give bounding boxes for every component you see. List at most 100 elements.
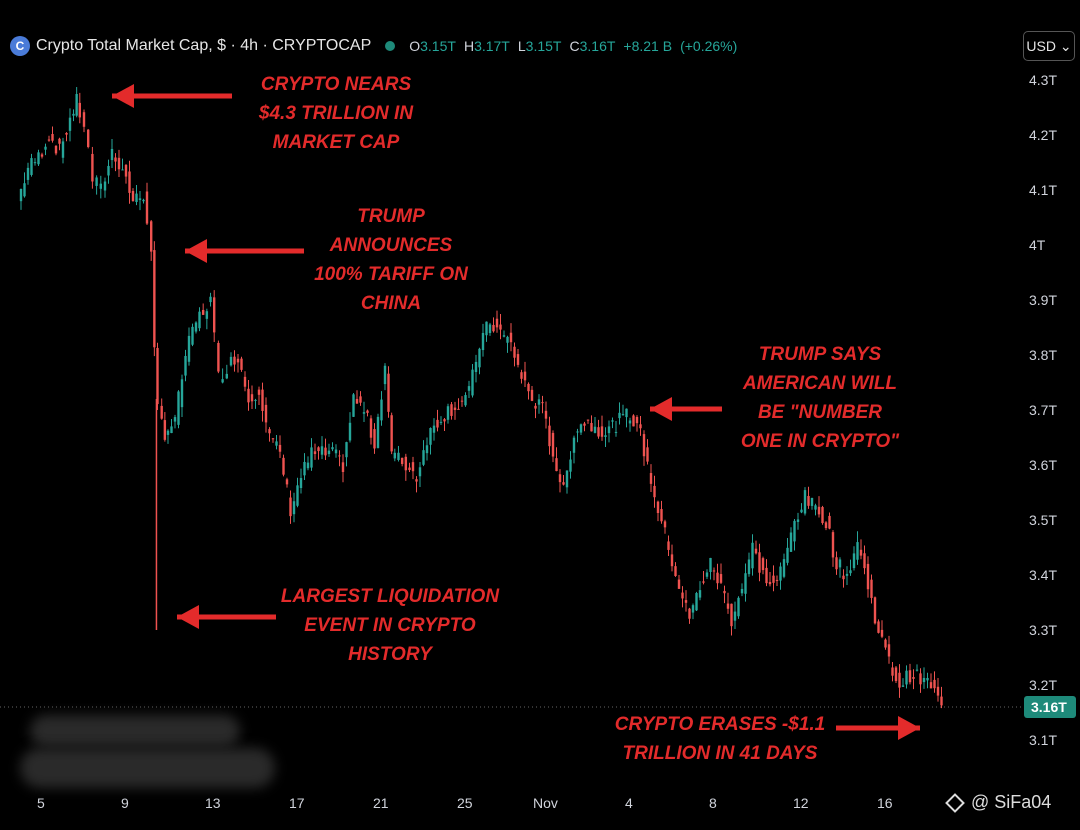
candle-body <box>359 396 362 403</box>
candle-body <box>160 405 163 419</box>
candle-body <box>926 677 929 681</box>
candle-body <box>933 679 936 689</box>
candle-body <box>607 426 611 434</box>
candle-body <box>530 389 534 401</box>
candle-body <box>845 573 849 576</box>
candle-body <box>23 183 26 197</box>
candle-body <box>758 552 761 573</box>
candle-body <box>940 696 943 706</box>
candle-body <box>278 444 282 452</box>
candle-body <box>646 447 649 462</box>
candle-body <box>887 644 891 657</box>
candle-body <box>663 521 667 528</box>
candle-body <box>95 177 98 186</box>
x-tick-label: 5 <box>37 795 45 811</box>
candle-body <box>153 250 156 348</box>
candle-body <box>702 581 705 583</box>
candle-body <box>523 371 527 381</box>
candle-body <box>534 405 537 409</box>
candle-body <box>499 324 502 330</box>
low-value: 3.15T <box>525 38 562 54</box>
candle-body <box>145 191 149 224</box>
candle-body <box>268 429 271 434</box>
candle-body <box>61 141 65 158</box>
candle-body <box>761 558 765 571</box>
candle-body <box>19 188 23 202</box>
candle-body <box>653 485 656 498</box>
candle-body <box>124 165 128 177</box>
candle-body <box>677 579 681 589</box>
candle-body <box>768 581 772 585</box>
candle-body <box>26 167 30 180</box>
candle-body <box>747 559 751 575</box>
candle-body <box>177 391 180 425</box>
candle-body <box>863 553 866 569</box>
candle-body <box>866 563 870 590</box>
candle-body <box>128 171 131 193</box>
candle-body <box>520 372 523 379</box>
candle-body <box>576 431 579 433</box>
candle-body <box>772 575 775 583</box>
candle-body <box>516 354 520 365</box>
candle-body <box>705 572 709 577</box>
candle-body <box>327 450 331 455</box>
chart-title[interactable]: Crypto Total Market Cap, $ · 4h · CRYPTO… <box>36 37 372 54</box>
candle-body <box>485 321 488 336</box>
candle-body <box>849 570 852 574</box>
candle-body <box>656 501 660 514</box>
candle-body <box>698 590 702 598</box>
arrow-nears-head <box>112 84 134 108</box>
candle-body <box>205 311 209 319</box>
candle-body <box>555 458 558 472</box>
arrow-liquidation-head <box>177 605 199 629</box>
chart-header: C Crypto Total Market Cap, $ · 4h · CRYP… <box>10 34 737 58</box>
candle-body <box>121 169 124 171</box>
candle-body <box>856 542 859 560</box>
candle-body <box>590 422 593 432</box>
candle-body <box>369 418 373 438</box>
candle-body <box>236 358 240 363</box>
candle-body <box>187 335 191 362</box>
candle-body <box>383 365 387 385</box>
currency-selector[interactable]: USD ⌄ <box>1023 31 1075 61</box>
candle-body <box>642 434 646 457</box>
watermark: @ SiFa04 <box>945 792 1051 813</box>
candle-body <box>880 629 884 637</box>
candle-body <box>488 324 492 334</box>
change-value: +8.21 B <box>623 38 673 54</box>
candle-body <box>217 342 220 372</box>
candle-body <box>250 394 254 402</box>
candle-body <box>446 406 450 420</box>
candle-body <box>481 332 485 351</box>
candle-body <box>775 579 779 581</box>
candle-body <box>78 102 81 118</box>
candle-body <box>91 153 94 182</box>
candle-body <box>782 559 786 577</box>
candle-body <box>460 400 464 402</box>
candle-body <box>366 410 369 413</box>
candle-body <box>614 431 618 433</box>
candle-body <box>901 685 905 687</box>
candle-body <box>415 479 418 482</box>
candle-body <box>817 506 821 515</box>
x-tick-label: Nov <box>533 795 558 811</box>
x-tick-label: 9 <box>121 795 129 811</box>
diamond-logo-icon <box>945 792 965 813</box>
candle-body <box>894 667 898 682</box>
candle-body <box>919 673 922 685</box>
candle-body <box>198 311 201 329</box>
candle-body <box>37 152 40 165</box>
candle-body <box>170 426 173 434</box>
candle-body <box>873 597 877 624</box>
candle-body <box>681 592 684 599</box>
candle-body <box>373 429 376 449</box>
candle-body <box>306 462 310 469</box>
low-key: L <box>517 38 526 54</box>
candle-body <box>548 425 551 447</box>
crypto-logo-icon: C <box>10 36 30 56</box>
candle-body <box>240 358 243 370</box>
candle-body <box>213 297 216 333</box>
candle-body <box>103 181 107 191</box>
candle-body <box>387 373 390 412</box>
